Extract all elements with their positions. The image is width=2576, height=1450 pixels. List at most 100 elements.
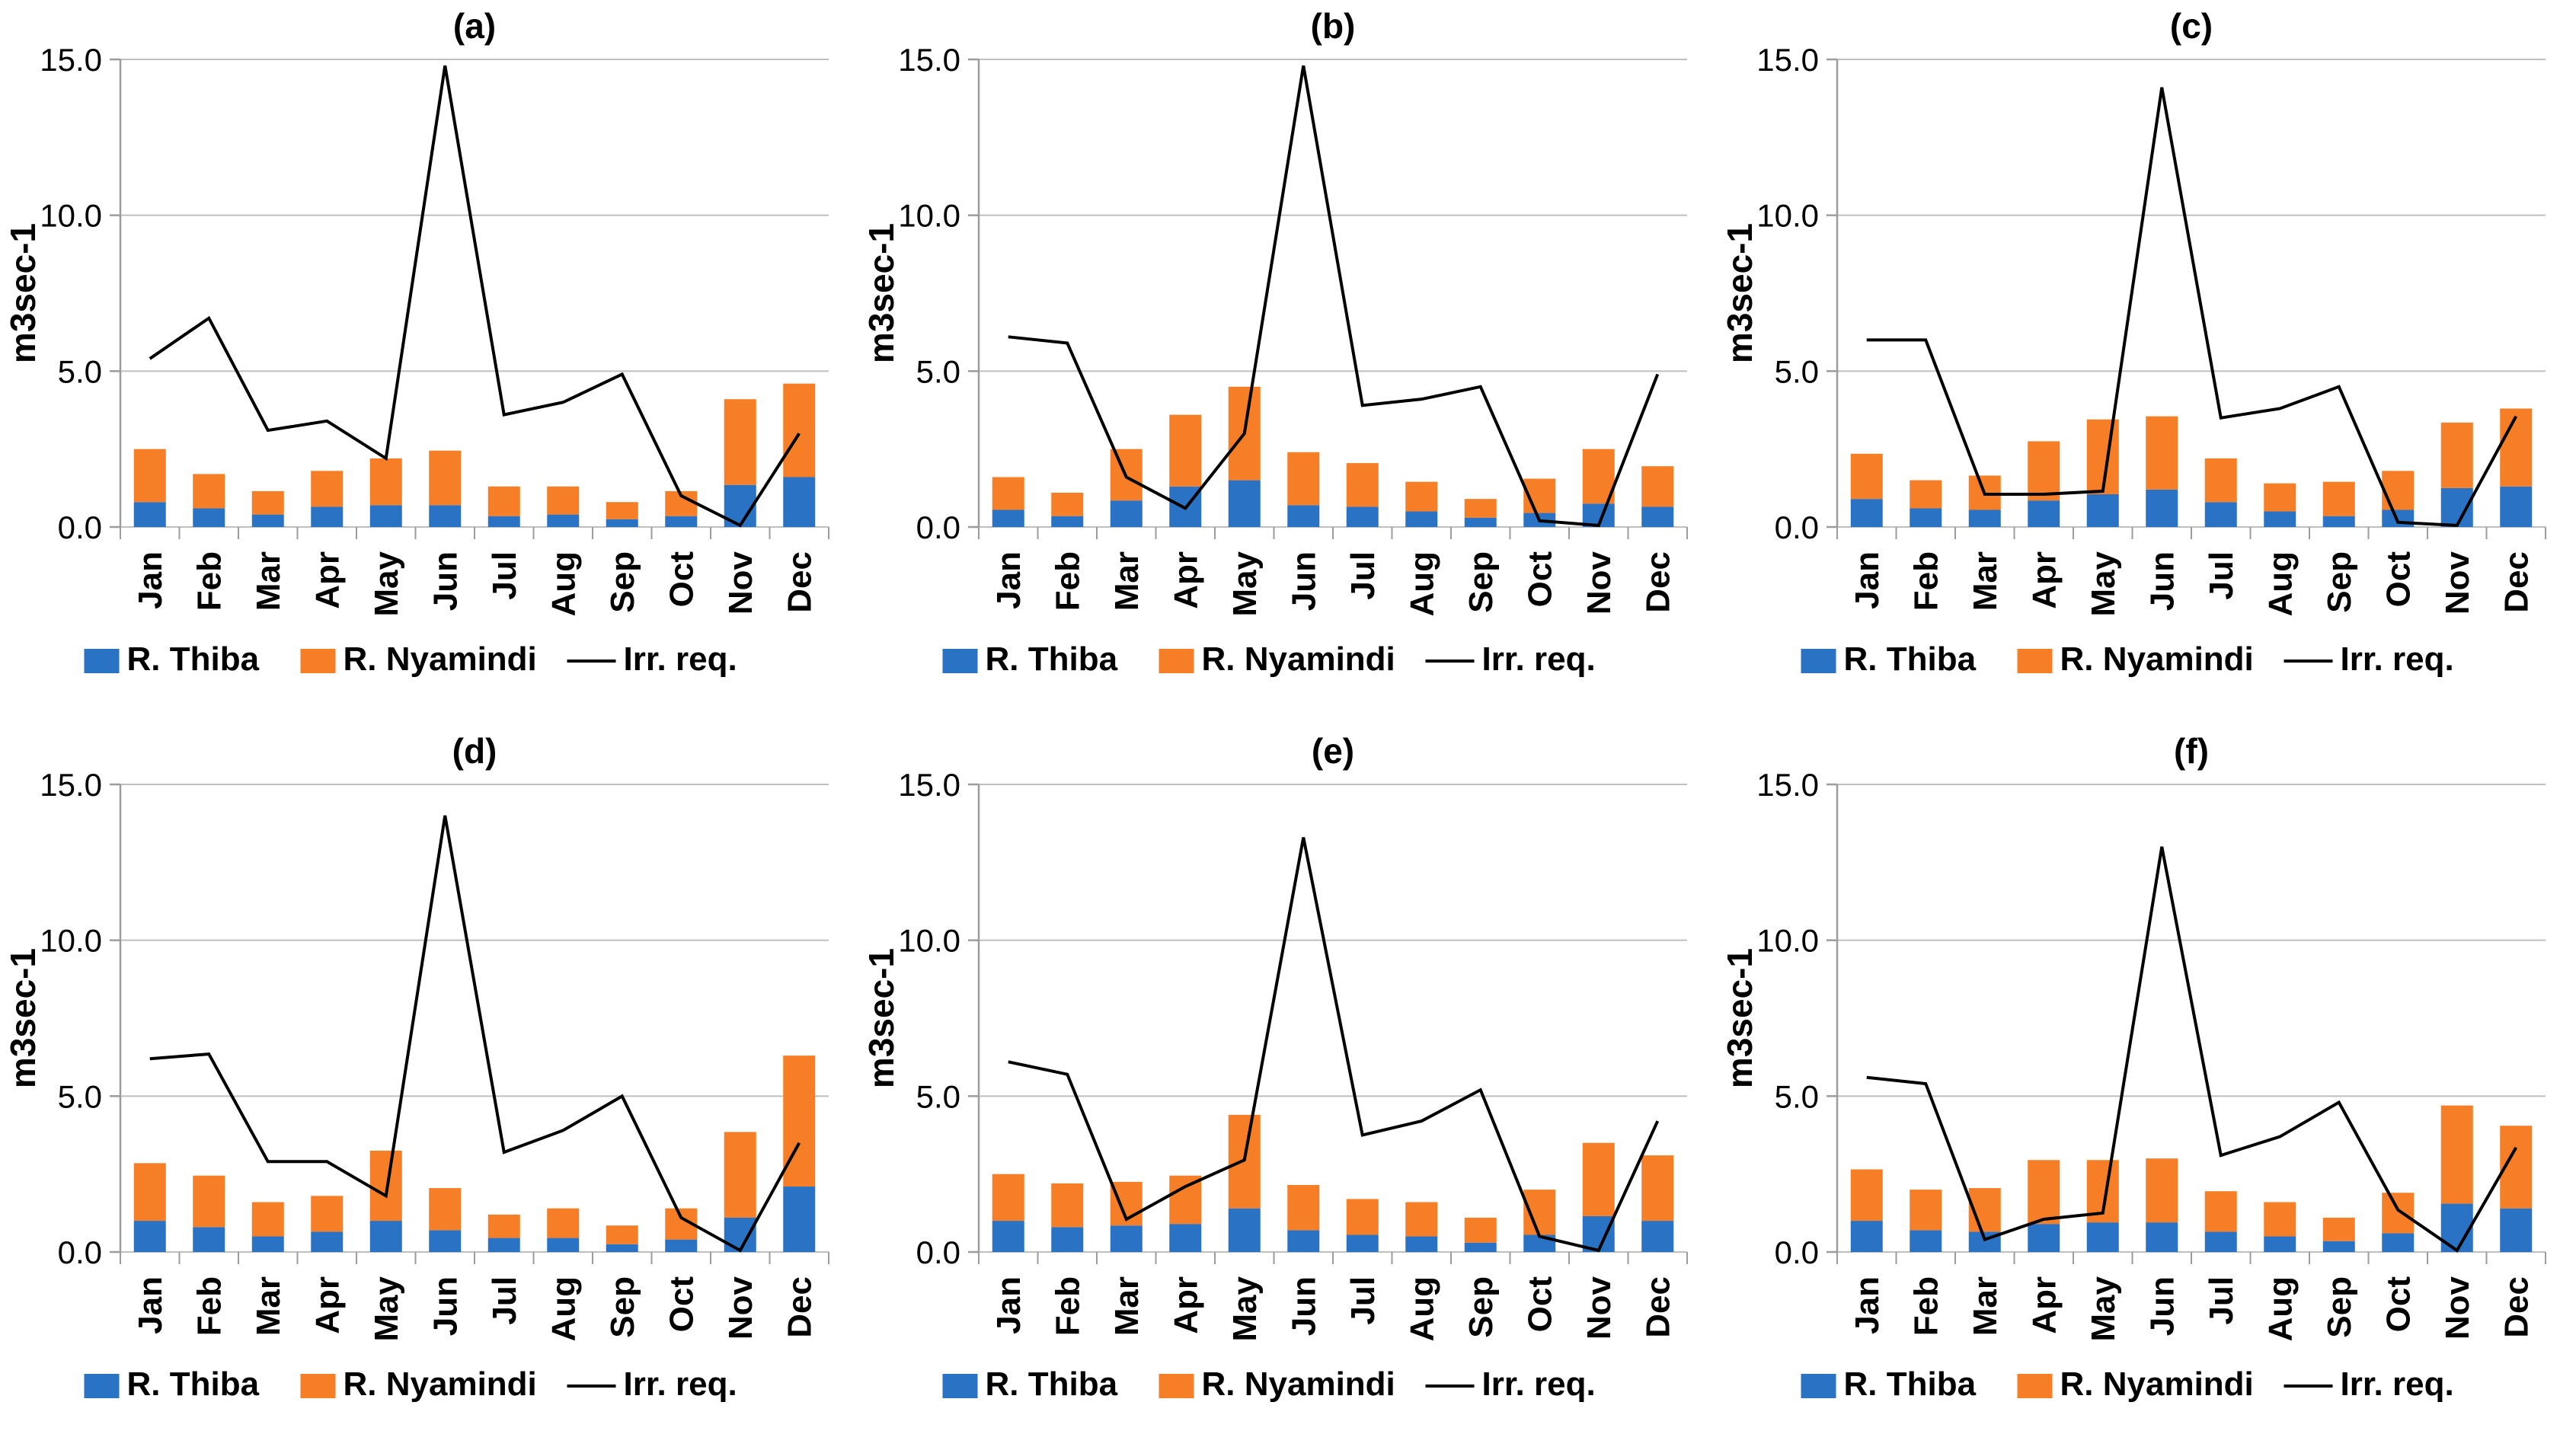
x-tick-label-month: Jul (2203, 1276, 2240, 1325)
legend-nyamindi-swatch-icon (300, 1374, 336, 1398)
thiba-bar-segment (487, 1238, 520, 1252)
x-tick-label-month: Dec (2498, 551, 2535, 613)
nyamindi-bar-segment (2264, 483, 2296, 512)
y-tick-label: 5.0 (58, 353, 102, 389)
x-tick-label-month: Oct (2379, 1276, 2417, 1333)
nyamindi-bar-segment (487, 486, 520, 516)
chart-panel-a: (a) 0.0 5.0 10.0 15.0 m3sec-1 Jan Feb Mar Apr May J… (0, 0, 858, 725)
y-axis-label: m3sec-1 (3, 948, 43, 1088)
nyamindi-bar-segment (369, 458, 402, 506)
x-tick-label-month: Jun (2143, 1276, 2181, 1336)
y-axis-label: m3sec-1 (861, 223, 901, 363)
thiba-bar-segment (369, 505, 402, 527)
y-axis-label: m3sec-1 (1720, 223, 1759, 363)
x-tick-label-month: May (368, 551, 405, 616)
thiba-bar-segment (1346, 506, 1379, 527)
y-axis-label: m3sec-1 (1720, 948, 1759, 1088)
chart-svg: (c) 0.0 5.0 10.0 15.0 m3sec-1 Jan Feb Mar Apr May J… (1720, 6, 2546, 678)
x-tick-label-month: Jul (2203, 551, 2240, 600)
chart-svg: (a) 0.0 5.0 10.0 15.0 m3sec-1 Jan Feb Mar Apr May J… (3, 6, 829, 678)
x-tick-label-month: Apr (1167, 551, 1204, 609)
x-tick-label-month: Oct (663, 1276, 700, 1333)
chart-panel-c: (c) 0.0 5.0 10.0 15.0 m3sec-1 Jan Feb Mar Apr May J… (1717, 0, 2575, 725)
chart-title: (b) (1311, 6, 1356, 46)
x-tick-label-month: Nov (722, 551, 759, 615)
thiba-bar-segment (992, 1221, 1024, 1252)
legend-irr-req-label: Irr. req. (2341, 1365, 2454, 1403)
thiba-bar-segment (1910, 508, 1942, 527)
thiba-bar-segment (2146, 1222, 2178, 1252)
thiba-bar-segment (369, 1221, 402, 1252)
legend-nyamindi-label: R. Nyamindi (344, 640, 537, 678)
x-tick-label-month: Feb (1049, 551, 1086, 611)
thiba-bar-segment (547, 1238, 580, 1252)
x-tick-label-month: Nov (2439, 551, 2476, 615)
nyamindi-bar-segment (606, 1225, 638, 1244)
y-tick-label: 15.0 (40, 42, 102, 78)
y-tick-label: 5.0 (1775, 353, 1819, 389)
x-tick-label-month: Feb (1049, 1276, 1086, 1336)
x-tick-label-month: Apr (308, 1276, 346, 1334)
chart-svg: (e) 0.0 5.0 10.0 15.0 m3sec-1 Jan Feb Mar Apr May J… (861, 731, 1688, 1403)
irr-req-line (1866, 846, 2517, 1253)
thiba-bar-segment (547, 514, 580, 527)
x-tick-label-month: Dec (781, 551, 818, 613)
nyamindi-bar-segment (1169, 1175, 1202, 1225)
thiba-bar-segment (1850, 1221, 1883, 1252)
legend-irr-req-label: Irr. req. (1482, 1365, 1596, 1403)
thiba-bar-segment (783, 477, 816, 527)
thiba-bar-segment (311, 506, 344, 527)
nyamindi-bar-segment (992, 477, 1024, 510)
x-tick-label-month: Aug (1403, 551, 1440, 617)
y-tick-label: 10.0 (1756, 923, 1819, 959)
thiba-bar-segment (724, 1217, 756, 1252)
y-tick-label: 10.0 (40, 198, 102, 234)
nyamindi-bar-segment (1850, 1169, 1883, 1222)
legend-nyamindi-swatch-icon (300, 649, 336, 673)
thiba-bar-segment (1346, 1234, 1379, 1252)
nyamindi-bar-segment (2322, 1217, 2355, 1241)
x-tick-label-month: Oct (2379, 551, 2417, 608)
nyamindi-bar-segment (783, 383, 816, 477)
legend-irr-req-label: Irr. req. (1482, 640, 1596, 678)
chart-title: (c) (2170, 6, 2213, 46)
nyamindi-bar-segment (251, 1202, 284, 1237)
x-tick-label-month: Jan (990, 551, 1028, 609)
nyamindi-bar-segment (1287, 452, 1320, 506)
x-tick-label-month: Dec (2498, 1276, 2535, 1338)
y-tick-label: 15.0 (1756, 42, 1819, 78)
thiba-bar-segment (1287, 1230, 1320, 1252)
nyamindi-bar-segment (1582, 1142, 1615, 1216)
y-tick-label: 5.0 (916, 1078, 960, 1114)
nyamindi-bar-segment (1405, 1202, 1438, 1237)
thiba-bar-segment (133, 1221, 166, 1252)
thiba-bar-segment (251, 514, 284, 527)
thiba-bar-segment (992, 509, 1024, 527)
nyamindi-bar-segment (1641, 1155, 1674, 1222)
nyamindi-bar-segment (133, 1163, 166, 1222)
nyamindi-bar-segment (2440, 422, 2473, 488)
legend-thiba-label: R. Thiba (127, 1365, 260, 1403)
legend-nyamindi-label: R. Nyamindi (2060, 1365, 2254, 1403)
legend-nyamindi-swatch-icon (1159, 1374, 1194, 1398)
thiba-bar-segment (1910, 1230, 1942, 1252)
thiba-bar-segment (1405, 511, 1438, 527)
nyamindi-bar-segment (429, 450, 462, 506)
thiba-bar-segment (1110, 1225, 1143, 1252)
legend-thiba-label: R. Thiba (986, 1365, 1118, 1403)
nyamindi-bar-segment (783, 1056, 816, 1187)
nyamindi-bar-segment (724, 399, 756, 485)
y-tick-label: 5.0 (1775, 1078, 1819, 1114)
nyamindi-bar-segment (547, 1208, 580, 1238)
nyamindi-bar-segment (992, 1174, 1024, 1222)
nyamindi-bar-segment (2204, 1191, 2237, 1232)
legend-thiba-swatch-icon (84, 1374, 120, 1398)
thiba-bar-segment (193, 508, 225, 527)
y-tick-label: 10.0 (898, 923, 960, 959)
x-tick-label-month: May (1226, 551, 1264, 616)
legend-thiba-label: R. Thiba (1844, 640, 1977, 678)
thiba-bar-segment (2028, 500, 2060, 527)
x-tick-label-month: Feb (1907, 1276, 1945, 1336)
x-tick-label-month: Sep (1462, 551, 1500, 613)
